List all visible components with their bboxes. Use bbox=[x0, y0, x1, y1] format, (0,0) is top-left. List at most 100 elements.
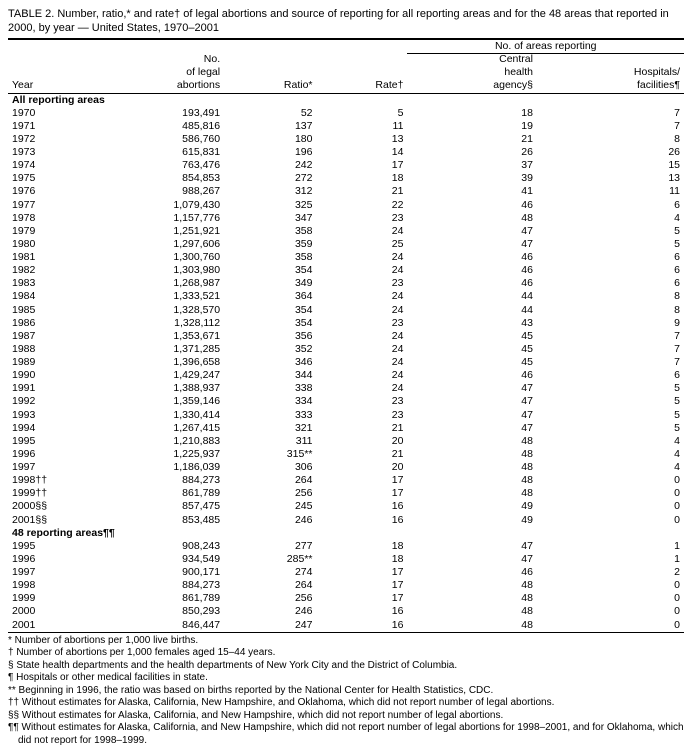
cell-year: 1971 bbox=[8, 120, 86, 133]
cell-value: 48 bbox=[407, 448, 537, 461]
cell-value: 0 bbox=[537, 579, 684, 592]
cell-value: 0 bbox=[537, 514, 684, 527]
table-row: 19941,267,41532121475 bbox=[8, 422, 684, 435]
cell-value: 1,396,658 bbox=[86, 356, 224, 369]
cell-value: 1,157,776 bbox=[86, 212, 224, 225]
cell-value: 0 bbox=[537, 592, 684, 605]
cell-value: 49 bbox=[407, 500, 537, 513]
cell-value: 857,475 bbox=[86, 500, 224, 513]
cell-value: 17 bbox=[317, 566, 408, 579]
cell-year: 1975 bbox=[8, 172, 86, 185]
cell-value: 346 bbox=[224, 356, 316, 369]
cell-value: 44 bbox=[407, 304, 537, 317]
table-row: 19821,303,98035424466 bbox=[8, 264, 684, 277]
cell-value: 315** bbox=[224, 448, 316, 461]
cell-value: 354 bbox=[224, 317, 316, 330]
cell-value: 11 bbox=[317, 120, 408, 133]
table-title: TABLE 2. Number, ratio,* and rate† of le… bbox=[8, 8, 684, 36]
cell-value: 16 bbox=[317, 605, 408, 618]
table-row: 1975854,853272183913 bbox=[8, 172, 684, 185]
cell-value: 1,300,760 bbox=[86, 251, 224, 264]
cell-value: 24 bbox=[317, 343, 408, 356]
cell-value: 246 bbox=[224, 514, 316, 527]
cell-value: 46 bbox=[407, 264, 537, 277]
table-body: All reporting areas1970193,4915251871971… bbox=[8, 93, 684, 632]
cell-value: 46 bbox=[407, 369, 537, 382]
cell-value: 47 bbox=[407, 422, 537, 435]
cell-value: 334 bbox=[224, 395, 316, 408]
cell-value: 850,293 bbox=[86, 605, 224, 618]
table-row: 2000850,29324616480 bbox=[8, 605, 684, 618]
cell-value: 306 bbox=[224, 461, 316, 474]
cell-value: 988,267 bbox=[86, 185, 224, 198]
cell-value: 908,243 bbox=[86, 540, 224, 553]
cell-value: 9 bbox=[537, 317, 684, 330]
cell-year: 1982 bbox=[8, 264, 86, 277]
data-table: No. of areas reporting Year No.of legala… bbox=[8, 38, 684, 633]
footnote: §§ Without estimates for Alaska, Califor… bbox=[8, 710, 684, 723]
cell-value: 8 bbox=[537, 304, 684, 317]
table-row: 1971485,81613711197 bbox=[8, 120, 684, 133]
cell-value: 256 bbox=[224, 487, 316, 500]
cell-value: 5 bbox=[537, 422, 684, 435]
cell-value: 358 bbox=[224, 251, 316, 264]
table-row: 1998††884,27326417480 bbox=[8, 474, 684, 487]
table-row: 19791,251,92135824475 bbox=[8, 225, 684, 238]
section-label: 48 reporting areas¶¶ bbox=[8, 527, 684, 540]
table-row: 19901,429,24734424466 bbox=[8, 369, 684, 382]
cell-year: 1999 bbox=[8, 592, 86, 605]
cell-value: 48 bbox=[407, 592, 537, 605]
cell-value: 46 bbox=[407, 566, 537, 579]
cell-year: 1987 bbox=[8, 330, 86, 343]
cell-year: 1984 bbox=[8, 290, 86, 303]
header-rate: Rate† bbox=[317, 53, 408, 93]
cell-value: 21 bbox=[317, 422, 408, 435]
cell-value: 137 bbox=[224, 120, 316, 133]
cell-value: 7 bbox=[537, 107, 684, 120]
cell-value: 24 bbox=[317, 330, 408, 343]
table-row: 19961,225,937315**21484 bbox=[8, 448, 684, 461]
footnote: †† Without estimates for Alaska, Califor… bbox=[8, 697, 684, 710]
cell-value: 1,388,937 bbox=[86, 382, 224, 395]
footnote: ¶¶ Without estimates for Alaska, Califor… bbox=[8, 722, 684, 747]
cell-value: 24 bbox=[317, 356, 408, 369]
cell-value: 321 bbox=[224, 422, 316, 435]
cell-value: 1,303,980 bbox=[86, 264, 224, 277]
cell-value: 16 bbox=[317, 514, 408, 527]
cell-value: 1,251,921 bbox=[86, 225, 224, 238]
cell-value: 0 bbox=[537, 619, 684, 633]
cell-year: 1972 bbox=[8, 133, 86, 146]
cell-year: 1977 bbox=[8, 199, 86, 212]
cell-value: 354 bbox=[224, 304, 316, 317]
cell-value: 264 bbox=[224, 579, 316, 592]
table-row: 1972586,76018013218 bbox=[8, 133, 684, 146]
cell-year: 1995 bbox=[8, 435, 86, 448]
cell-value: 47 bbox=[407, 395, 537, 408]
cell-value: 615,831 bbox=[86, 146, 224, 159]
cell-value: 846,447 bbox=[86, 619, 224, 633]
cell-value: 274 bbox=[224, 566, 316, 579]
cell-year: 1996 bbox=[8, 448, 86, 461]
cell-value: 311 bbox=[224, 435, 316, 448]
cell-value: 884,273 bbox=[86, 474, 224, 487]
header-group-areas: No. of areas reporting bbox=[407, 39, 684, 54]
cell-value: 7 bbox=[537, 120, 684, 133]
cell-value: 23 bbox=[317, 409, 408, 422]
table-row: 19921,359,14633423475 bbox=[8, 395, 684, 408]
cell-value: 17 bbox=[317, 159, 408, 172]
cell-year: 2000 bbox=[8, 605, 86, 618]
cell-value: 196 bbox=[224, 146, 316, 159]
cell-value: 44 bbox=[407, 290, 537, 303]
table-row: 19781,157,77634723484 bbox=[8, 212, 684, 225]
cell-value: 21 bbox=[407, 133, 537, 146]
cell-value: 16 bbox=[317, 500, 408, 513]
cell-value: 4 bbox=[537, 461, 684, 474]
cell-value: 20 bbox=[317, 461, 408, 474]
cell-year: 1998 bbox=[8, 579, 86, 592]
cell-value: 26 bbox=[537, 146, 684, 159]
cell-value: 48 bbox=[407, 474, 537, 487]
table-row: 19911,388,93733824475 bbox=[8, 382, 684, 395]
header-facilities: Hospitals/facilities¶ bbox=[537, 53, 684, 93]
cell-value: 1,328,570 bbox=[86, 304, 224, 317]
cell-value: 17 bbox=[317, 579, 408, 592]
